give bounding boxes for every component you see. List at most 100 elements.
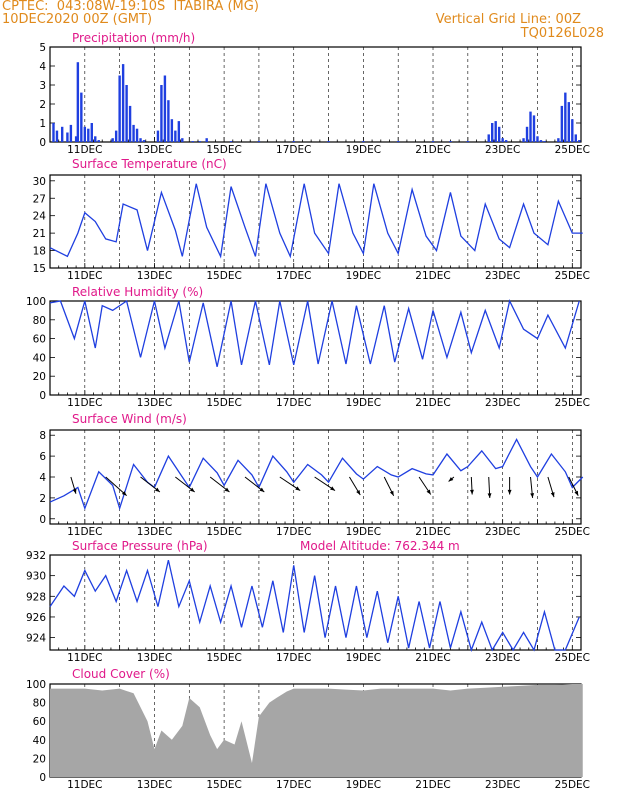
precip-bar <box>525 126 529 142</box>
y-tick-label: 20 <box>33 371 46 383</box>
y-tick-label: 100 <box>26 679 46 691</box>
precip-bar <box>97 140 100 142</box>
x-tick-label: 11DEC <box>67 144 102 156</box>
x-tick-label: 19DEC <box>346 397 381 409</box>
wind-arrow-head <box>295 486 301 491</box>
y-tick-label: 2 <box>39 99 46 111</box>
precip-bar <box>487 134 490 142</box>
precip-bar <box>55 130 59 142</box>
y-tick-label: 5 <box>39 42 46 54</box>
wind-arrow-head <box>155 487 160 493</box>
wind-arrow-head <box>507 489 512 495</box>
x-tick-label: 21DEC <box>415 397 450 409</box>
y-tick-label: 924 <box>26 633 46 645</box>
precip-bar <box>571 119 574 142</box>
precip-bar <box>449 141 452 142</box>
y-tick-label: 80 <box>33 315 46 327</box>
precip-bar <box>181 138 184 142</box>
header-line1-right: Vertical Grid Line: 00Z <box>435 12 581 27</box>
precip-bar <box>121 64 125 142</box>
precip-bar <box>574 134 577 142</box>
precip-bar <box>466 141 470 142</box>
y-tick-label: 4 <box>39 472 46 484</box>
y-tick-label: 80 <box>33 698 46 710</box>
y-tick-label: 1 <box>39 118 46 130</box>
x-tick-label: 11DEC <box>67 652 102 664</box>
precip-bar <box>494 121 497 142</box>
header-line2-left: 10DEC2020 00Z (GMT) <box>2 12 153 27</box>
precip-bar <box>94 136 97 142</box>
precip-bar <box>132 124 135 142</box>
x-tick-label: 13DEC <box>137 652 172 664</box>
x-tick-label: 13DEC <box>137 779 172 791</box>
wind-arrow <box>105 476 127 496</box>
wind-arrow-head <box>470 489 474 495</box>
panel-frame <box>49 46 582 143</box>
x-tick-label: 13DEC <box>137 526 172 538</box>
x-tick-label: 19DEC <box>346 270 381 282</box>
x-tick-label: 23DEC <box>485 779 520 791</box>
precip-bar <box>60 126 64 142</box>
precip-bar <box>114 130 118 142</box>
precip-bar <box>111 138 114 142</box>
precip-bar <box>557 138 560 142</box>
x-tick-label: 13DEC <box>137 144 172 156</box>
precip-bar <box>543 141 546 142</box>
series-line <box>49 183 583 259</box>
panel-title: Cloud Cover (%) <box>72 667 170 681</box>
y-tick-label: 30 <box>33 176 46 188</box>
wind-arrow-head <box>487 493 492 498</box>
x-tick-label: 17DEC <box>276 779 311 791</box>
precip-bar <box>156 130 160 142</box>
x-tick-label: 23DEC <box>485 270 520 282</box>
x-tick-label: 11DEC <box>67 526 102 538</box>
x-tick-label: 15DEC <box>206 397 241 409</box>
precip-bar <box>431 141 435 142</box>
x-tick-label: 21DEC <box>415 270 450 282</box>
precip-bar <box>167 100 170 142</box>
precip-bar <box>90 123 93 142</box>
precip-bar <box>135 128 139 142</box>
x-tick-label: 25DEC <box>555 779 590 791</box>
precip-bar <box>118 75 121 142</box>
precip-bar <box>66 132 69 142</box>
panel-frame <box>49 554 582 651</box>
wind-arrow-head <box>574 490 579 496</box>
y-tick-label: 60 <box>33 334 46 346</box>
x-tick-label: 13DEC <box>137 270 172 282</box>
precip-bar <box>501 138 504 142</box>
precip-bar <box>191 141 194 142</box>
y-tick-label: 0 <box>39 390 46 402</box>
x-tick-label: 25DEC <box>555 526 590 538</box>
x-tick-label: 17DEC <box>276 270 311 282</box>
y-tick-label: 0 <box>39 137 46 149</box>
wind-arrow-head <box>224 487 230 493</box>
wind-arrow-head <box>356 490 361 496</box>
x-tick-label: 11DEC <box>67 779 102 791</box>
precip-bar <box>125 85 128 142</box>
x-tick-label: 19DEC <box>346 779 381 791</box>
y-tick-label: 20 <box>33 753 46 765</box>
precip-bar <box>522 138 525 142</box>
precip-bar <box>52 123 55 142</box>
wind-arrow-head <box>121 491 127 496</box>
panel-title: Precipitation (mm/h) <box>72 31 195 45</box>
x-tick-label: 15DEC <box>206 779 241 791</box>
y-tick-label: 932 <box>26 550 46 562</box>
series-line <box>49 299 580 367</box>
precip-bar <box>177 121 181 142</box>
wind-arrow-head <box>72 488 77 494</box>
y-tick-label: 100 <box>26 296 46 308</box>
wind-arrow-head <box>550 492 555 498</box>
x-tick-label: 23DEC <box>485 652 520 664</box>
wind-arrow-head <box>259 487 265 493</box>
y-tick-label: 27 <box>33 193 46 205</box>
precip-bar <box>327 141 330 142</box>
precip-bar <box>396 141 400 142</box>
precip-bar <box>497 126 501 142</box>
x-tick-label: 23DEC <box>485 397 520 409</box>
precip-bar <box>160 85 163 142</box>
y-tick-label: 18 <box>33 246 46 258</box>
precip-bar <box>128 105 132 142</box>
y-tick-label: 60 <box>33 716 46 728</box>
